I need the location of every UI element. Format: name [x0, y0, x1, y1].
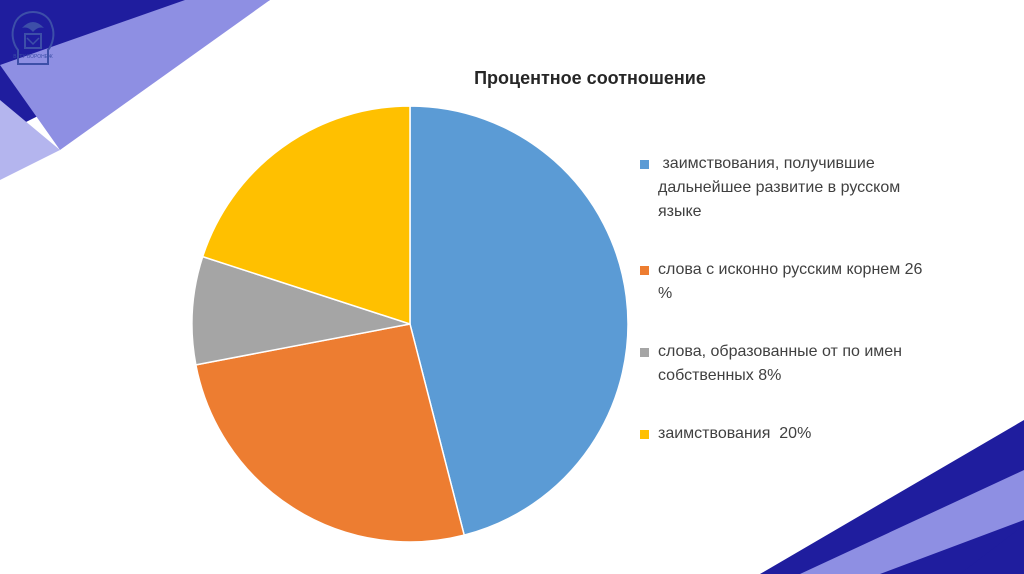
- logo-text: ВГТУ ВОРОНЕЖ: [13, 54, 53, 60]
- legend-label-2: слова с исконно русским корнем 26 %: [658, 261, 927, 302]
- chart-legend: заимствования, получившие дальнейшее раз…: [640, 152, 940, 446]
- pie-slice-3: [191, 255, 411, 366]
- legend-swatch-2: [640, 266, 649, 275]
- eagle-emblem-icon: ВГТУ ВОРОНЕЖ: [11, 10, 55, 65]
- stripe-lighter-top-left: [0, 100, 60, 180]
- legend-label-1: заимствования, получившие дальнейшее раз…: [658, 155, 905, 220]
- pie-slice-1: [409, 105, 629, 537]
- legend-swatch-3: [640, 348, 649, 357]
- legend-item-1: заимствования, получившие дальнейшее раз…: [640, 152, 940, 224]
- legend-swatch-4: [640, 430, 649, 439]
- stripe-light-bottom-right: [800, 470, 1024, 574]
- legend-item-2: слова с исконно русским корнем 26 %: [640, 258, 940, 306]
- chart-title: Процентное соотношение: [474, 68, 706, 88]
- legend-label-4: заимствования 20%: [658, 425, 812, 442]
- legend-item-3: слова, образованные от по имен собственн…: [640, 340, 940, 388]
- pie-slice-2: [194, 323, 466, 543]
- legend-swatch-1: [640, 160, 649, 169]
- legend-label-3: слова, образованные от по имен собственн…: [658, 343, 907, 384]
- pie-slice-4: [201, 105, 411, 326]
- pie-slices: [191, 105, 629, 543]
- stripe-dark-corner-bottom-right: [960, 525, 1024, 574]
- legend-item-4: заимствования 20%: [640, 422, 940, 446]
- stripe-light-top-left: [0, 0, 270, 150]
